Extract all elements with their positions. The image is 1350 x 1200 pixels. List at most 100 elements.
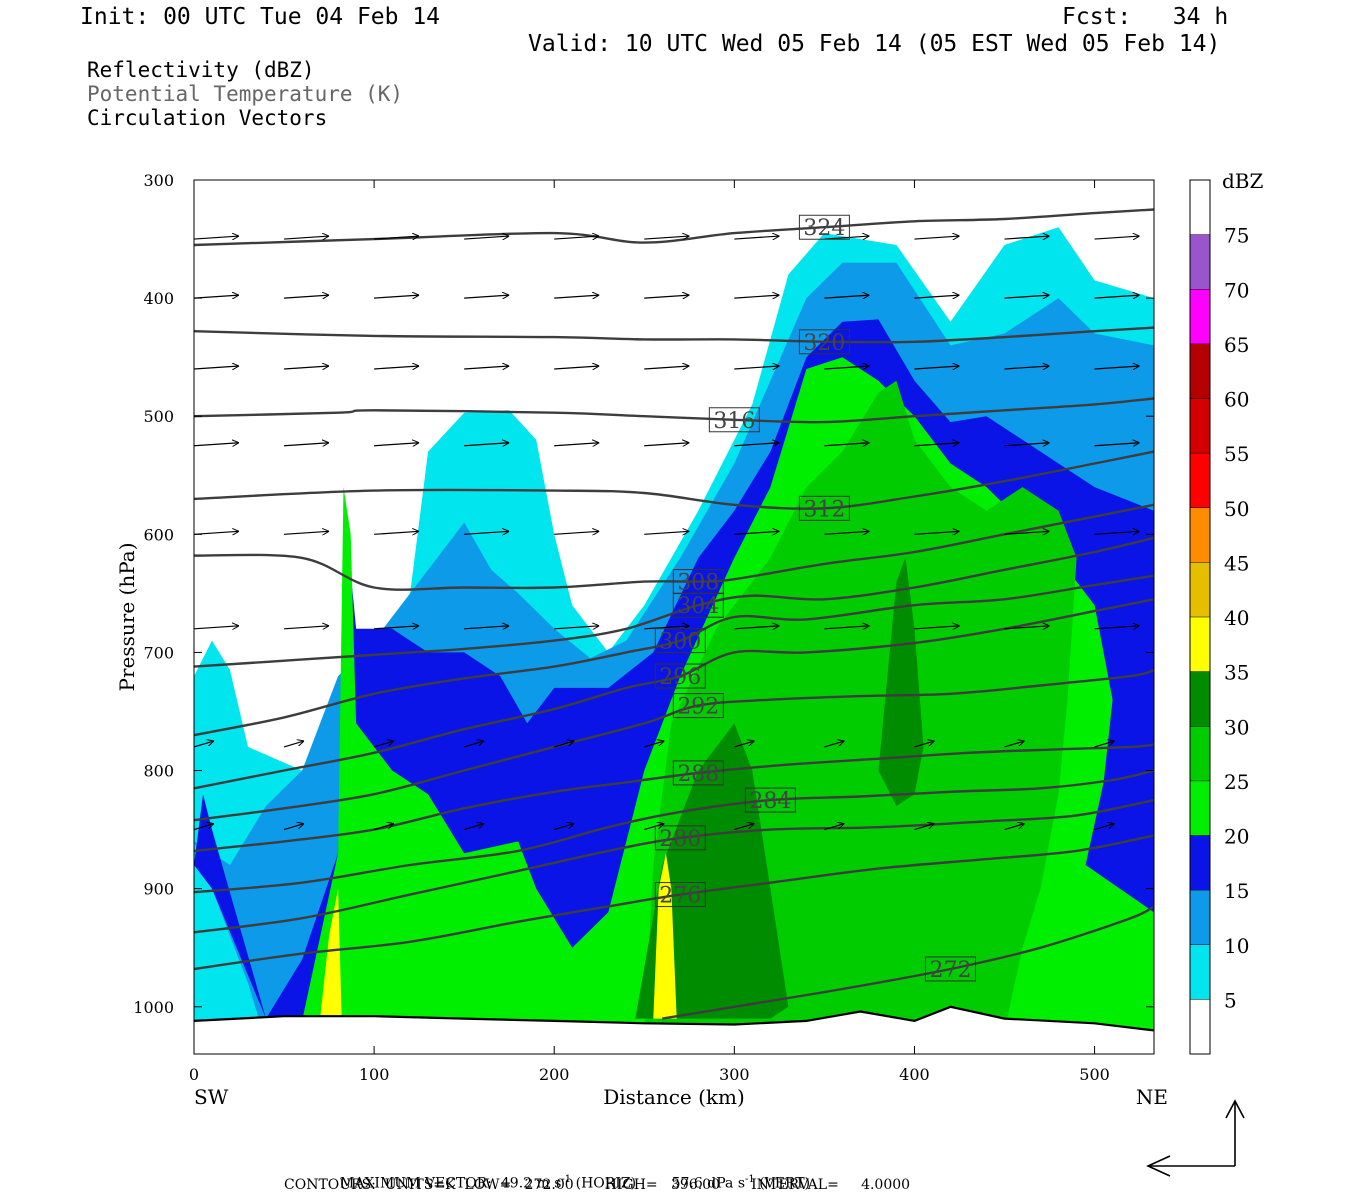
theta-label-308: 308 (672, 569, 724, 596)
theta-label-text: 308 (677, 571, 719, 596)
plot-frame (193, 179, 1155, 1055)
circulation-vector (644, 236, 689, 239)
circulation-vector (463, 824, 484, 831)
circulation-vector (914, 443, 959, 446)
circulation-vector (1094, 295, 1140, 298)
circulation-vector (284, 295, 329, 298)
circulation-vector (194, 626, 239, 629)
theta-contour-320 (194, 326, 1154, 344)
circulation-vector (554, 236, 599, 239)
x-tick-label: 300 (719, 1065, 750, 1084)
circulation-vector (1094, 366, 1140, 369)
theta-label-box (798, 214, 850, 240)
circulation-vector (644, 366, 689, 369)
circulation-vector (374, 626, 419, 629)
max-vector-note: MAXIMUM VECTOR: 49.2 m s-1 (HORIZ) 57.6 … (340, 1174, 811, 1192)
circulation-vector (734, 443, 779, 446)
theta-label-text: 320 (803, 331, 845, 356)
x-tick-label: 200 (539, 1065, 570, 1084)
circulation-vector (284, 626, 329, 629)
theta-label-box (672, 592, 724, 618)
circulation-vector (464, 531, 509, 534)
colorbar-label: 35 (1224, 661, 1249, 685)
circulation-vector (1004, 741, 1025, 748)
circulation-vector (374, 366, 419, 369)
theta-label-320: 320 (798, 329, 850, 356)
y-tick-label: 500 (143, 407, 174, 426)
colorbar-bin (1190, 289, 1210, 344)
circulation-vector (824, 741, 844, 748)
colorbar-bin (1190, 726, 1210, 781)
contour-info-note: CONTOURS: UNITS=K LOW= 272.00 HIGH= 396.… (284, 1177, 911, 1193)
theta-label-text: 324 (803, 216, 845, 241)
theta-label-text: 272 (929, 958, 971, 983)
circulation-vector (554, 531, 599, 534)
theta-label-text: 292 (677, 695, 719, 720)
theta-label-box (708, 407, 760, 433)
colorbar-bin (1190, 944, 1210, 1000)
theta-label-300: 300 (654, 628, 706, 655)
colorbar-label: 15 (1224, 879, 1249, 903)
theta-label-box (672, 760, 724, 786)
circulation-vector (1004, 443, 1050, 446)
colorbar-bin (1190, 780, 1210, 836)
circulation-vector (1004, 626, 1050, 629)
theta-label-box (798, 495, 850, 521)
forecast-hour: Fcst: 34 h (1062, 4, 1229, 30)
theta-label-324: 324 (798, 214, 850, 241)
theta-label-box (654, 825, 706, 851)
circulation-vector (374, 531, 419, 534)
theta-label-276: 276 (654, 882, 706, 909)
legend-reflectivity: Reflectivity (dBZ) (87, 58, 315, 82)
circulation-vector (734, 531, 779, 534)
circulation-vector (914, 741, 934, 748)
terrain-line (194, 1005, 1154, 1032)
y-tick-label: 400 (143, 289, 174, 308)
theta-label-box (672, 693, 724, 719)
circulation-vector (554, 295, 599, 298)
theta-contour-316 (194, 397, 1154, 424)
colorbar-label: 70 (1224, 278, 1249, 302)
x-tick-label: 400 (899, 1065, 930, 1084)
theta-label-288: 288 (672, 760, 724, 787)
colorbar-label: 25 (1224, 770, 1249, 794)
theta-label-text: 304 (677, 594, 719, 619)
x-tick-label: 100 (359, 1065, 390, 1084)
circulation-vector (554, 366, 599, 369)
circulation-vector (464, 626, 509, 629)
colorbar-label: 50 (1224, 497, 1249, 521)
theta-contour-276 (194, 834, 1154, 971)
theta-label-304: 304 (672, 592, 724, 619)
colorbar-label: 55 (1224, 442, 1249, 466)
theta-label-box (654, 663, 706, 689)
theta-label-312: 312 (798, 495, 850, 522)
theta-label-box (744, 787, 796, 813)
circulation-vector (734, 295, 779, 298)
y-tick-label: 1000 (133, 998, 174, 1017)
reference-vector (1146, 1099, 1245, 1177)
circulation-vector (1004, 366, 1050, 369)
circulation-vector (464, 443, 509, 446)
colorbar-bin (1190, 671, 1210, 727)
reflectivity-region (653, 853, 677, 1019)
colorbar-label: 45 (1224, 551, 1249, 575)
theta-label-box (654, 882, 706, 908)
y-axis-label: Pressure (hPa) (115, 543, 139, 692)
circulation-vector (914, 236, 959, 239)
circulation-vector (734, 741, 754, 748)
circulation-vector (644, 531, 689, 534)
theta-label-text: 300 (659, 630, 701, 655)
circulation-vector (194, 236, 239, 239)
theta-contour-280 (194, 798, 1154, 934)
theta-label-316: 316 (708, 407, 760, 434)
circulation-vector (464, 236, 509, 239)
y-tick-label: 600 (143, 525, 174, 544)
theta-label-text: 296 (659, 665, 701, 690)
circulation-vector (554, 626, 599, 629)
theta-contour-304 (194, 536, 1154, 668)
colorbar-bin (1190, 453, 1210, 508)
x-axis-label: Distance (km) (603, 1085, 745, 1109)
circulation-vector (644, 741, 664, 748)
